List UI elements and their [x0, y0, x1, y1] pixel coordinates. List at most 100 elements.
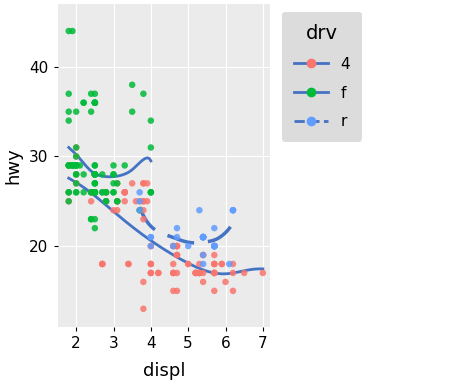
X-axis label: displ: displ	[143, 362, 185, 380]
Point	[211, 243, 218, 249]
Point	[91, 189, 99, 195]
Point	[72, 171, 80, 177]
Point	[103, 189, 110, 195]
Point	[147, 189, 154, 195]
Point	[170, 288, 177, 294]
Point	[147, 234, 154, 240]
Point	[121, 198, 128, 204]
Point	[211, 243, 218, 249]
Point	[211, 243, 218, 249]
Point	[114, 180, 121, 186]
Point	[129, 180, 136, 186]
Point	[192, 270, 199, 276]
Point	[91, 189, 99, 195]
Point	[87, 189, 94, 195]
Point	[91, 189, 99, 195]
Point	[91, 189, 99, 195]
Point	[147, 261, 154, 267]
Point	[170, 270, 177, 276]
Point	[110, 207, 117, 213]
Point	[103, 198, 110, 204]
Point	[199, 252, 207, 258]
Point	[230, 207, 237, 213]
Point	[76, 162, 84, 169]
Point	[91, 189, 99, 195]
Point	[103, 198, 110, 204]
Point	[65, 189, 72, 195]
Point	[91, 171, 99, 177]
Point	[87, 109, 94, 115]
Point	[65, 198, 72, 204]
Point	[91, 189, 99, 195]
Point	[65, 189, 72, 195]
Point	[147, 243, 154, 249]
Point	[72, 171, 80, 177]
Point	[72, 153, 80, 159]
Point	[173, 243, 180, 249]
Point	[65, 189, 72, 195]
Point	[230, 207, 237, 213]
Point	[196, 270, 203, 276]
Point	[65, 162, 72, 169]
Point	[173, 270, 180, 276]
Point	[140, 279, 147, 285]
Point	[184, 261, 192, 267]
Point	[140, 207, 147, 213]
Point	[91, 171, 99, 177]
Point	[91, 99, 99, 106]
Point	[103, 198, 110, 204]
Point	[192, 270, 199, 276]
Point	[69, 162, 76, 169]
Point	[211, 252, 218, 258]
Point	[136, 198, 143, 204]
Point	[110, 162, 117, 169]
Point	[91, 189, 99, 195]
Point	[170, 261, 177, 267]
Point	[211, 288, 218, 294]
Point	[103, 189, 110, 195]
Point	[199, 234, 207, 240]
Point	[132, 198, 140, 204]
Point	[72, 162, 80, 169]
Point	[69, 162, 76, 169]
Point	[147, 270, 154, 276]
Point	[173, 288, 180, 294]
Point	[173, 252, 180, 258]
Point	[211, 243, 218, 249]
Point	[199, 234, 207, 240]
Point	[170, 270, 177, 276]
Point	[103, 198, 110, 204]
Point	[99, 171, 106, 177]
Point	[211, 261, 218, 267]
Point	[129, 109, 136, 115]
Point	[72, 144, 80, 151]
Point	[196, 270, 203, 276]
Point	[121, 189, 128, 195]
Point	[114, 198, 121, 204]
Point	[199, 234, 207, 240]
Point	[99, 189, 106, 195]
Point	[65, 162, 72, 169]
Point	[80, 171, 87, 177]
Point	[80, 189, 87, 195]
Point	[91, 162, 99, 169]
Point	[173, 252, 180, 258]
Point	[140, 180, 147, 186]
Point	[147, 144, 154, 151]
Point	[211, 270, 218, 276]
Point	[72, 162, 80, 169]
Point	[147, 189, 154, 195]
Point	[69, 162, 76, 169]
Point	[91, 171, 99, 177]
Point	[114, 207, 121, 213]
Point	[211, 243, 218, 249]
Point	[121, 189, 128, 195]
Point	[196, 207, 203, 213]
Point	[91, 99, 99, 106]
Point	[72, 109, 80, 115]
Point	[199, 234, 207, 240]
Point	[103, 189, 110, 195]
Point	[125, 261, 132, 267]
Point	[211, 243, 218, 249]
Point	[69, 28, 76, 34]
